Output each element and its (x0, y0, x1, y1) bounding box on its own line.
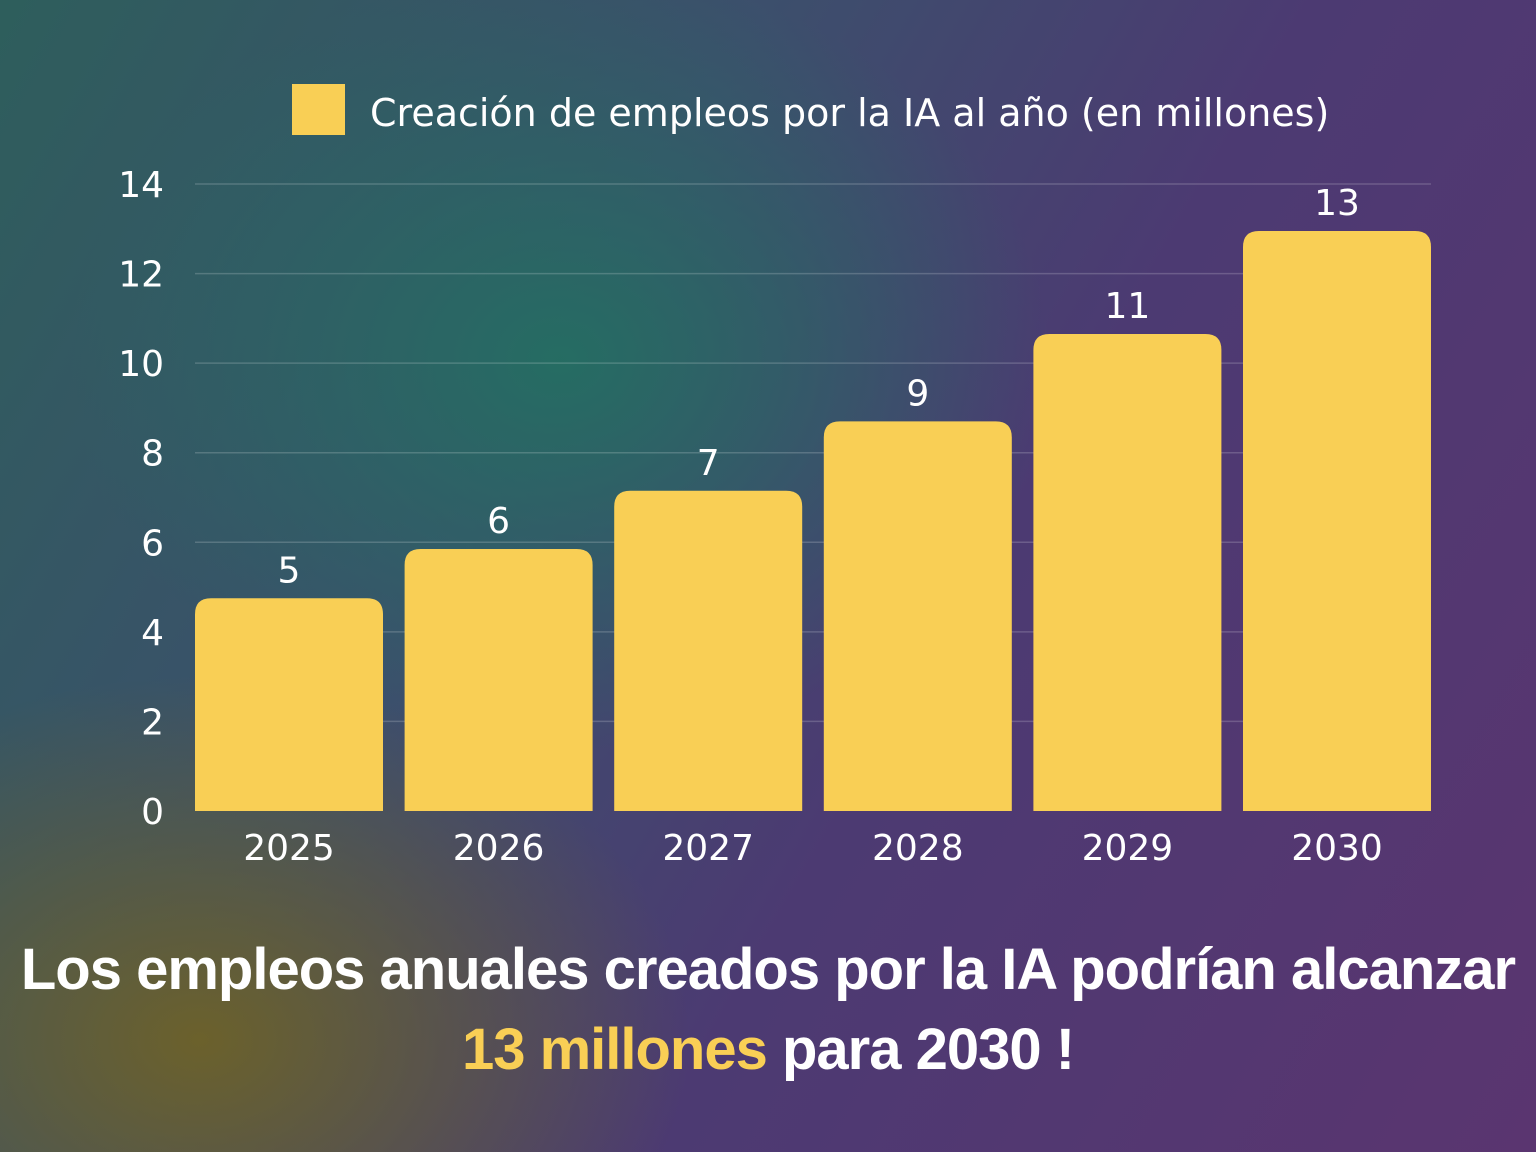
data-label-2025: 5 (278, 550, 301, 591)
bar-2026 (404, 549, 593, 811)
x-tick-label-2029: 2029 (1082, 828, 1174, 869)
x-tick-label-2025: 2025 (243, 828, 335, 869)
bar-chart: Creación de empleos por la IA al año (en… (118, 84, 1431, 869)
x-tick-label-2027: 2027 (662, 828, 754, 869)
y-axis-ticks: 0 2 4 6 8 10 12 14 (118, 165, 164, 833)
x-axis-ticks: 2025 2026 2027 2028 2029 2030 (243, 828, 1383, 869)
y-tick-label: 6 (141, 523, 164, 564)
y-tick-label: 0 (141, 792, 164, 833)
bar-2025 (195, 598, 383, 811)
chart-caption: Los empleos anuales creados por la IA po… (0, 930, 1536, 1090)
data-label-2027: 7 (697, 443, 720, 484)
y-tick-label: 2 (141, 702, 164, 743)
data-label-2029: 11 (1104, 286, 1150, 327)
caption-line-1: Los empleos anuales creados por la IA po… (20, 937, 1516, 1002)
y-tick-label: 4 (141, 613, 164, 654)
caption-line-2-rest: para 2030 ! (766, 1017, 1075, 1082)
legend-swatch (292, 84, 345, 135)
bar-2028 (823, 421, 1012, 811)
bars (195, 231, 1431, 811)
caption-highlight: 13 millones (461, 1017, 768, 1082)
bar-2029 (1033, 334, 1222, 811)
legend-label: Creación de empleos por la IA al año (en… (370, 91, 1329, 135)
y-tick-label: 10 (118, 344, 164, 385)
data-labels: 5 6 7 9 11 13 (278, 183, 1360, 591)
y-tick-label: 14 (118, 165, 164, 206)
x-tick-label-2030: 2030 (1291, 828, 1383, 869)
x-tick-label-2026: 2026 (453, 828, 545, 869)
caption-line-2: 13 millones para 2030 ! (0, 1010, 1536, 1090)
data-label-2026: 6 (487, 501, 510, 542)
grid-lines (195, 183, 1431, 723)
bar-2027 (614, 490, 803, 811)
x-tick-label-2028: 2028 (872, 828, 964, 869)
data-label-2030: 13 (1314, 183, 1360, 224)
y-tick-label: 8 (141, 434, 164, 475)
chart-legend: Creación de empleos por la IA al año (en… (292, 84, 1329, 135)
y-tick-label: 12 (118, 255, 164, 296)
data-label-2028: 9 (906, 373, 929, 414)
bar-2030 (1243, 231, 1431, 811)
